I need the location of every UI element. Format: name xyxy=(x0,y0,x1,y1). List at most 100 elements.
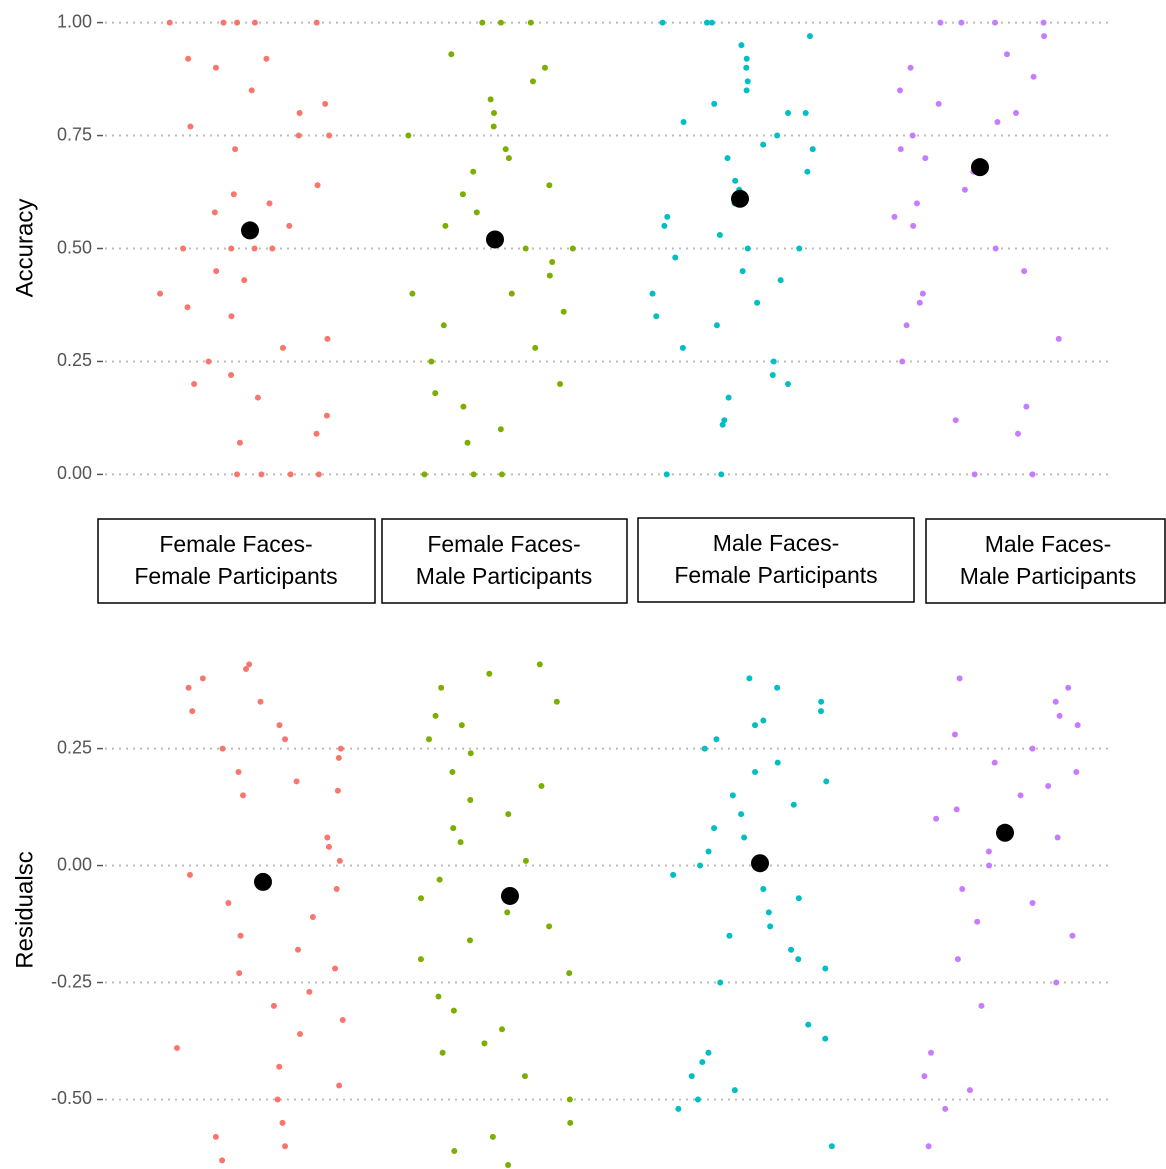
data-point xyxy=(679,344,686,351)
y-tick-label: 0.25 xyxy=(57,737,92,757)
data-point xyxy=(699,1059,706,1066)
data-point xyxy=(785,109,792,116)
strip-label: Male Participants xyxy=(960,563,1136,589)
data-point xyxy=(739,268,746,275)
data-point xyxy=(760,717,767,724)
data-point xyxy=(680,118,687,125)
data-point xyxy=(257,698,264,705)
data-point xyxy=(1053,979,1060,986)
data-point xyxy=(314,182,321,189)
data-point xyxy=(910,222,917,229)
data-point xyxy=(661,222,668,229)
data-point xyxy=(1041,33,1048,40)
data-point xyxy=(1012,109,1019,116)
data-point xyxy=(459,191,466,198)
data-point xyxy=(269,245,276,252)
data-point xyxy=(777,277,784,284)
data-point xyxy=(428,358,435,365)
data-point xyxy=(566,970,573,977)
y-axis-title: Residualsc xyxy=(11,851,38,968)
data-point xyxy=(191,381,198,388)
data-point xyxy=(724,155,731,162)
data-point xyxy=(436,876,443,883)
strip-label: Female Participants xyxy=(134,563,337,589)
data-point xyxy=(490,123,497,130)
data-point xyxy=(549,259,556,266)
y-tick-label: 1.00 xyxy=(57,11,92,31)
data-point xyxy=(220,19,227,26)
data-point xyxy=(754,299,761,306)
strip-box xyxy=(925,518,1166,604)
data-point xyxy=(991,759,998,766)
data-point xyxy=(928,1049,935,1056)
data-point xyxy=(743,64,750,71)
data-point xyxy=(805,1021,812,1028)
data-point xyxy=(726,932,733,939)
mean-point xyxy=(254,872,272,891)
data-point xyxy=(670,871,677,878)
data-point xyxy=(974,918,981,925)
data-point xyxy=(1073,768,1080,775)
data-point xyxy=(925,1143,932,1150)
data-point xyxy=(953,806,960,813)
data-point xyxy=(891,213,898,220)
data-point xyxy=(1054,834,1061,841)
data-point xyxy=(186,871,193,878)
data-point xyxy=(502,146,509,153)
data-point xyxy=(541,64,548,71)
data-point xyxy=(705,848,712,855)
data-point xyxy=(1003,51,1010,58)
data-point xyxy=(337,745,344,752)
data-point xyxy=(258,471,265,478)
data-point xyxy=(470,471,477,478)
data-point xyxy=(219,745,226,752)
data-point xyxy=(240,792,247,799)
data-point xyxy=(828,1143,835,1150)
data-point xyxy=(1056,712,1063,719)
data-point xyxy=(958,19,965,26)
data-point xyxy=(806,33,813,40)
data-point xyxy=(951,731,958,738)
data-point xyxy=(282,736,289,743)
data-point xyxy=(166,19,173,26)
data-point xyxy=(246,661,253,668)
data-point xyxy=(713,736,720,743)
data-point xyxy=(282,1143,289,1150)
data-point xyxy=(1055,335,1062,342)
data-point xyxy=(746,675,753,682)
data-point xyxy=(729,792,736,799)
strip-label: Female Faces- xyxy=(159,531,312,557)
data-point xyxy=(743,87,750,94)
data-point xyxy=(725,394,732,401)
data-point xyxy=(718,471,725,478)
data-point xyxy=(236,970,243,977)
data-point xyxy=(409,290,416,297)
data-point xyxy=(567,1119,574,1126)
data-point xyxy=(219,1157,226,1164)
data-point xyxy=(497,19,504,26)
strip-label: Female Participants xyxy=(674,562,877,588)
strip-label: Male Faces- xyxy=(985,531,1112,557)
data-point xyxy=(752,722,759,729)
data-point xyxy=(438,684,445,691)
strip-label: Male Participants xyxy=(416,563,592,589)
data-point xyxy=(464,439,471,446)
data-point xyxy=(442,222,449,229)
data-point xyxy=(1023,403,1030,410)
data-point xyxy=(795,956,802,963)
data-point xyxy=(334,787,341,794)
data-point xyxy=(432,712,439,719)
data-point xyxy=(527,19,534,26)
data-point xyxy=(952,417,959,424)
data-point xyxy=(486,670,493,677)
data-point xyxy=(236,439,243,446)
data-point xyxy=(522,857,529,864)
data-point xyxy=(823,778,830,785)
data-point xyxy=(228,372,235,379)
data-point xyxy=(498,471,505,478)
data-point xyxy=(937,19,944,26)
data-point xyxy=(228,313,235,320)
data-point xyxy=(899,358,906,365)
y-tick-label: 0.00 xyxy=(57,463,92,483)
